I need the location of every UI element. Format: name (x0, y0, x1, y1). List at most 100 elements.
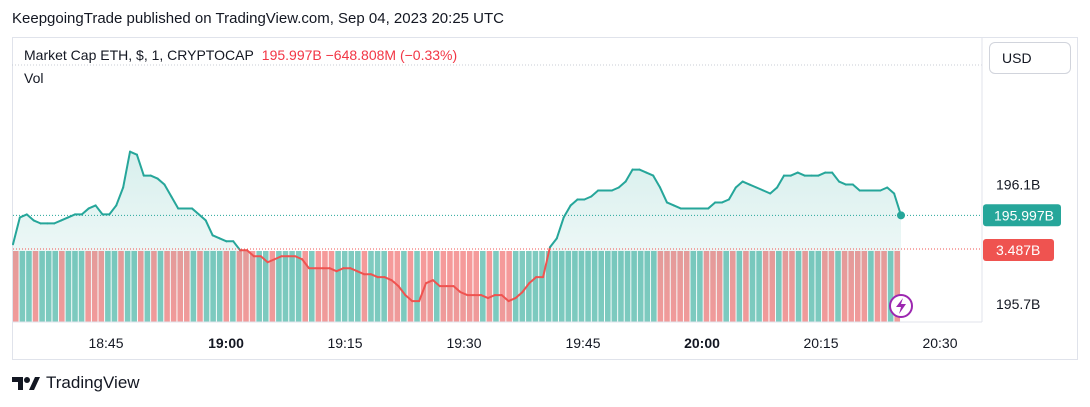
price-line-segment (886, 186, 896, 195)
price-line-segment (232, 240, 242, 252)
x-tick-label: 20:00 (684, 335, 720, 351)
price-line-segment (507, 297, 517, 303)
price-line-segment (562, 204, 572, 219)
volume-bar (480, 251, 486, 322)
price-line-segment (727, 186, 737, 201)
price-line-segment (521, 282, 531, 294)
price-line-segment (404, 294, 414, 303)
price-line-segment (741, 180, 751, 186)
volume-bar (414, 251, 420, 322)
volume-bar (512, 251, 519, 322)
published-info: KeepgoingTrade published on TradingView.… (12, 10, 504, 27)
x-tick-label: 20:30 (922, 335, 957, 351)
price-line-segment (638, 168, 648, 174)
price-line-segment (32, 219, 42, 225)
volume-bar (506, 251, 512, 322)
price-line-segment (879, 186, 889, 192)
price-line-segment (60, 216, 70, 222)
x-tick-label: 18:45 (88, 335, 123, 351)
price-line-segment (115, 186, 125, 207)
volume-bar (466, 251, 473, 322)
price-line-segment (500, 294, 510, 303)
price-line-segment (431, 279, 441, 288)
price-line-segment (369, 273, 379, 279)
price-line-segment (748, 183, 758, 189)
price-line-segment (514, 291, 524, 300)
price-line-segment (486, 294, 496, 300)
price-line-segment (548, 237, 558, 249)
price-line-segment (266, 258, 276, 264)
price-line-segment (25, 213, 35, 222)
price-line-segment (197, 213, 207, 222)
volume-bar (519, 251, 526, 322)
price-line-segment (356, 270, 366, 276)
price-line-segment (335, 267, 345, 273)
price-line-segment (707, 201, 717, 210)
price-line-segment (480, 294, 489, 300)
volume-bar (493, 251, 499, 322)
price-line-segment (590, 189, 600, 198)
volume-bar (453, 251, 460, 322)
price-line-segment (610, 186, 620, 192)
last-price-badge: 195.997B (983, 204, 1061, 227)
price-line-segment (122, 150, 132, 189)
chart-legend[interactable]: Market Cap ETH, $, 1, CRYPTOCAP 195.997B … (24, 47, 457, 63)
price-line-segment (542, 246, 551, 279)
price-line-segment (755, 186, 765, 192)
volume-bar (460, 251, 466, 322)
currency-button[interactable]: USD (989, 42, 1071, 74)
volume-bar (486, 251, 493, 322)
price-line-segment (135, 153, 145, 177)
tradingview-logo[interactable]: TradingView (12, 373, 140, 393)
price-line-segment (218, 237, 228, 243)
price-line-segment (397, 285, 407, 297)
x-tick-label: 20:15 (803, 335, 838, 351)
price-line-segment (294, 255, 304, 261)
price-line-segment (383, 276, 393, 282)
price-line-segment (583, 195, 593, 201)
price-line-segment (80, 207, 90, 216)
price-line-segment (149, 174, 159, 180)
lightning-icon[interactable] (889, 294, 913, 318)
time-axis[interactable]: 18:45 19:00 19:15 19:30 19:45 20:00 20:15 20:30 (88, 335, 957, 351)
price-change-text: 195.997B −648.808M (−0.33%) (261, 47, 458, 63)
price-line-segment (273, 255, 283, 261)
volume-value-label: 3.487B (996, 242, 1040, 258)
price-line-segment (87, 204, 97, 210)
price-line-segment (831, 171, 841, 183)
price-line-segment (53, 219, 63, 225)
volume-badge: 3.487B (983, 239, 1054, 261)
price-line-segment (301, 258, 310, 270)
volume-bar (401, 251, 407, 322)
price-line-segment (617, 180, 627, 189)
price-line-segment (156, 177, 166, 186)
price-line-segment (328, 267, 338, 273)
volume-bar (420, 251, 427, 322)
price-line-segment (721, 198, 730, 204)
price-line-segment (204, 219, 214, 237)
currency-label: USD (1002, 50, 1032, 66)
price-line-segment (838, 180, 847, 186)
last-price-label: 195.997B (994, 207, 1054, 223)
price-line-segment (390, 279, 400, 288)
symbol-title[interactable]: Market Cap ETH, $, 1, CRYPTOCAP (24, 47, 254, 63)
price-line-segment (796, 171, 806, 177)
price-line-segment (12, 216, 21, 246)
price-line-segment (645, 171, 655, 177)
price-line-segment (851, 183, 861, 192)
tradingview-logo-icon (12, 377, 40, 390)
volume-bar (499, 251, 506, 322)
price-line-segment (769, 186, 779, 195)
volume-indicator-label[interactable]: Vol (24, 70, 44, 86)
price-line-segment (170, 195, 180, 210)
volume-bar (473, 251, 480, 322)
price-line-segment (108, 204, 118, 216)
chart-frame (12, 37, 1078, 360)
price-line-segment (528, 276, 538, 285)
y-tick-label: 195.7B (996, 296, 1040, 312)
price-line-segment (569, 198, 579, 207)
footer-brand: TradingView (46, 373, 140, 392)
price-line-segment (94, 204, 104, 216)
x-tick-label: 19:30 (446, 335, 481, 351)
